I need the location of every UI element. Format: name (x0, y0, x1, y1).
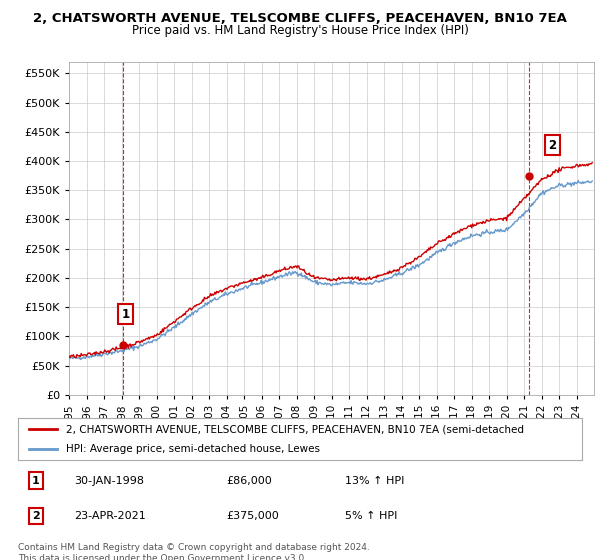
Text: £375,000: £375,000 (227, 511, 280, 521)
Text: 2: 2 (548, 139, 556, 152)
Text: 2: 2 (32, 511, 40, 521)
Text: 1: 1 (121, 307, 130, 321)
Text: 23-APR-2021: 23-APR-2021 (74, 511, 146, 521)
Text: 2, CHATSWORTH AVENUE, TELSCOMBE CLIFFS, PEACEHAVEN, BN10 7EA: 2, CHATSWORTH AVENUE, TELSCOMBE CLIFFS, … (33, 12, 567, 25)
Text: HPI: Average price, semi-detached house, Lewes: HPI: Average price, semi-detached house,… (66, 444, 320, 454)
Text: 30-JAN-1998: 30-JAN-1998 (74, 475, 145, 486)
Text: £86,000: £86,000 (227, 475, 272, 486)
Text: 13% ↑ HPI: 13% ↑ HPI (345, 475, 404, 486)
Text: 2, CHATSWORTH AVENUE, TELSCOMBE CLIFFS, PEACEHAVEN, BN10 7EA (semi-detached: 2, CHATSWORTH AVENUE, TELSCOMBE CLIFFS, … (66, 424, 524, 434)
Text: Price paid vs. HM Land Registry's House Price Index (HPI): Price paid vs. HM Land Registry's House … (131, 24, 469, 37)
Text: 5% ↑ HPI: 5% ↑ HPI (345, 511, 397, 521)
Text: Contains HM Land Registry data © Crown copyright and database right 2024.
This d: Contains HM Land Registry data © Crown c… (18, 543, 370, 560)
Text: 1: 1 (32, 475, 40, 486)
